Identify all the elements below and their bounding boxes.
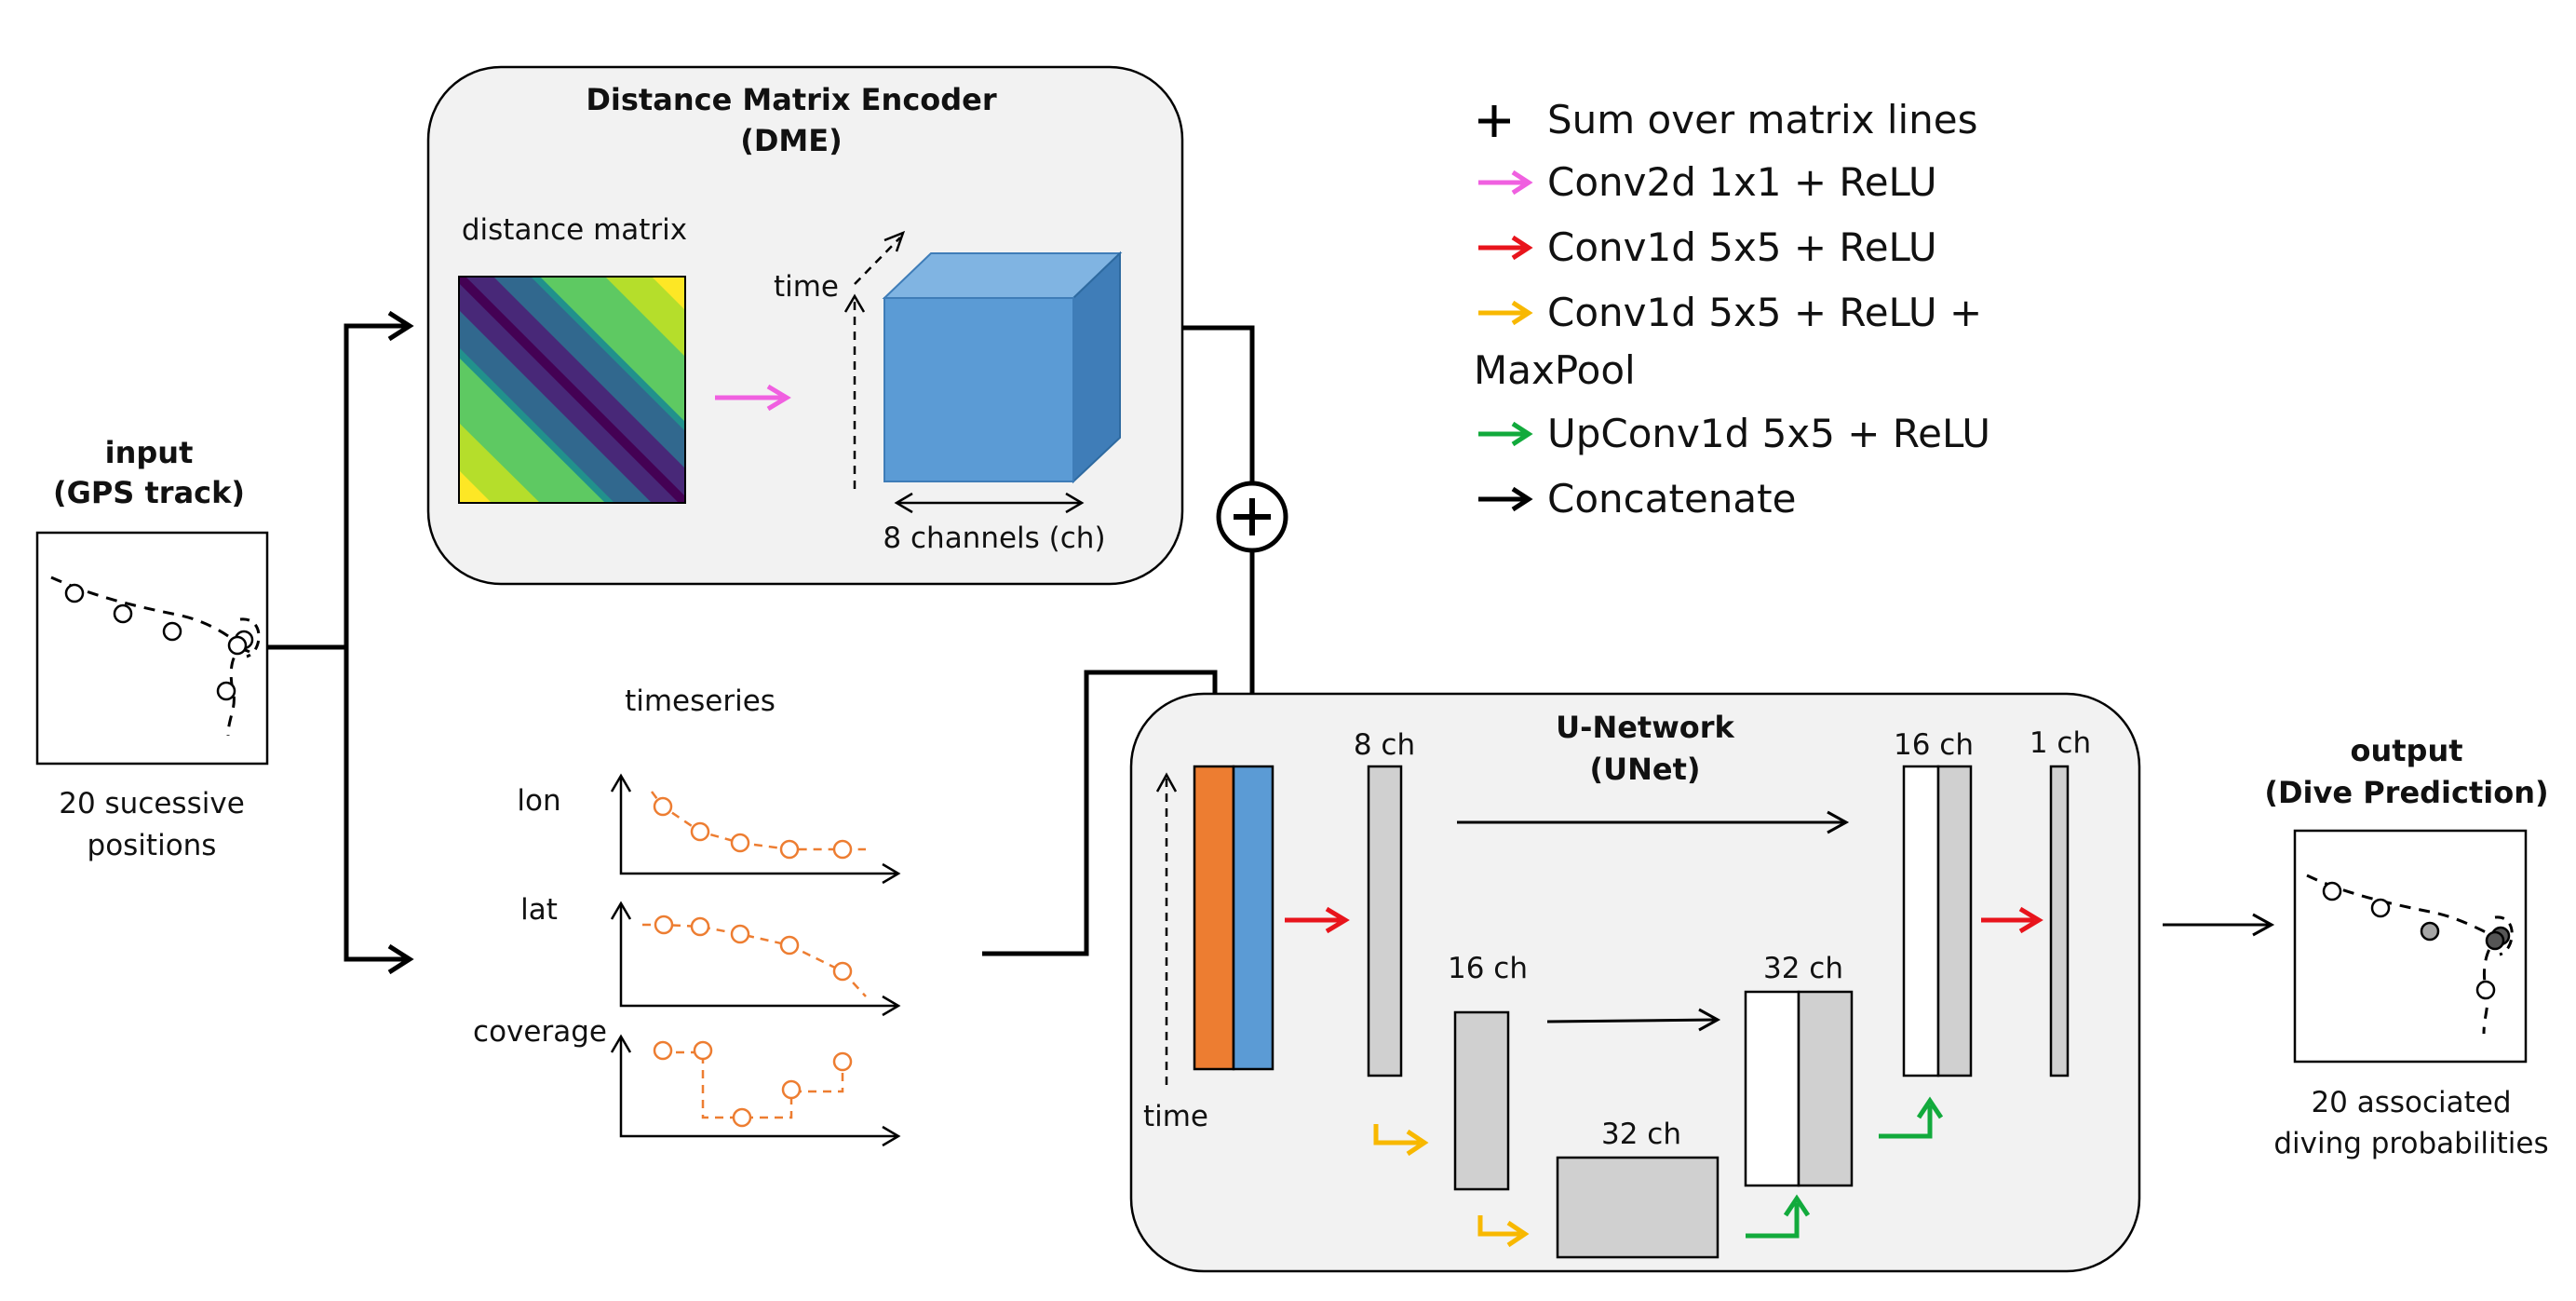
output-prediction-box	[2293, 829, 2528, 1064]
distance-matrix-label: distance matrix	[462, 213, 687, 247]
block-bottleneck	[1556, 1156, 1720, 1259]
legend-item-conv1d: Conv1d 5x5 + ReLU	[1478, 224, 1937, 270]
dme-time-label: time	[774, 270, 839, 304]
unet-title: U-Network	[1556, 710, 1734, 745]
legend-item-concatenate: Concatenate	[1478, 476, 1796, 522]
dme-to-sum-path	[1182, 325, 1255, 484]
ts-plot-lon	[610, 773, 901, 885]
input-gps-track	[50, 576, 261, 737]
ts-plot-coverage	[610, 1034, 901, 1147]
timeseries-section: timeseries lon lat coverage	[473, 684, 901, 1147]
block-label-enc1: 8 ch	[1354, 728, 1415, 762]
legend-label-conv1d: Conv1d 5x5 + ReLU	[1547, 224, 1937, 270]
input-subtitle: (GPS track)	[53, 475, 245, 510]
legend-item-sum: Sum over matrix lines	[1478, 97, 1978, 142]
legend-label-sum: Sum over matrix lines	[1547, 97, 1978, 142]
dme-subtitle: (DME)	[740, 123, 843, 158]
legend-item-upconv: UpConv1d 5x5 + ReLU	[1478, 411, 1990, 456]
feature-cube	[882, 251, 1123, 484]
block-label-enc2: 16 ch	[1448, 952, 1528, 985]
distance-matrix-heatmap	[458, 276, 686, 504]
legend-label-maxpool: Conv1d 5x5 + ReLU +	[1547, 290, 1982, 335]
block-dec1	[1936, 765, 1973, 1077]
block-label-dec2: 32 ch	[1763, 952, 1843, 985]
block-dec2-skip	[1744, 990, 1801, 1187]
skip-connection-middle	[1546, 1018, 1716, 1023]
dme-panel: Distance Matrix Encoder (DME) distance m…	[426, 65, 1184, 586]
unet-to-output-arrow	[2163, 913, 2275, 937]
block-dec2	[1797, 990, 1854, 1187]
ts-label-lat: lat	[520, 893, 558, 927]
upconv-arrow-1	[1746, 1203, 1800, 1239]
input-channel-timeseries	[1193, 765, 1235, 1071]
unet-panel: U-Network (UNet) time 8 ch 16 ch 32 ch	[1129, 692, 2141, 1273]
legend-label-upconv: UpConv1d 5x5 + ReLU	[1547, 411, 1990, 456]
input-caption-line2: positions	[88, 829, 217, 862]
upconv-arrow-2	[1879, 1105, 1933, 1139]
input-channel-dme	[1232, 765, 1275, 1071]
legend-label-maxpool-2: MaxPool	[1474, 347, 1636, 393]
block-out	[2049, 765, 2070, 1077]
input-caption-line1: 20 sucessive	[59, 787, 245, 820]
output-title: output	[2350, 733, 2462, 768]
dme-channels-label: 8 channels (ch)	[883, 522, 1105, 555]
timeseries-title: timeseries	[625, 684, 775, 718]
block-label-bottleneck: 32 ch	[1601, 1118, 1681, 1151]
input-split-arrows	[267, 310, 414, 975]
output-caption-line2: diving probabilities	[2273, 1127, 2548, 1160]
maxpool-arrow-1	[1373, 1124, 1420, 1145]
block-enc1	[1367, 765, 1403, 1077]
output-caption-line1: 20 associated	[2311, 1086, 2511, 1119]
legend-label-conv2d: Conv2d 1x1 + ReLU	[1547, 159, 1937, 205]
block-dec1-skip	[1902, 765, 1940, 1077]
dme-title: Distance Matrix Encoder	[586, 82, 997, 117]
legend-item-conv2d: Conv2d 1x1 + ReLU	[1478, 159, 1937, 205]
unet-subtitle: (UNet)	[1589, 752, 1700, 787]
output-subtitle: (Dive Prediction)	[2264, 775, 2548, 810]
ts-plot-lat	[610, 901, 901, 1017]
output-section: output (Dive Prediction) 20 associated d…	[2264, 733, 2548, 1160]
input-title: input	[105, 435, 194, 470]
unet-time-label: time	[1143, 1100, 1208, 1133]
legend: Sum over matrix lines Conv2d 1x1 + ReLU …	[1474, 97, 1990, 522]
ts-label-lon: lon	[517, 784, 560, 818]
output-prediction-track	[2306, 874, 2514, 1035]
legend-item-maxpool: Conv1d 5x5 + ReLU + MaxPool	[1474, 290, 1982, 393]
block-enc2	[1453, 1010, 1510, 1191]
sum-node	[1216, 481, 1288, 553]
input-section: input (GPS track) 20 sucessive positions	[35, 435, 269, 862]
legend-label-concatenate: Concatenate	[1547, 476, 1796, 522]
block-label-out: 1 ch	[2030, 726, 2091, 760]
ts-label-coverage: coverage	[473, 1015, 607, 1049]
maxpool-arrow-2	[1477, 1215, 1520, 1237]
block-label-dec1: 16 ch	[1894, 728, 1974, 762]
